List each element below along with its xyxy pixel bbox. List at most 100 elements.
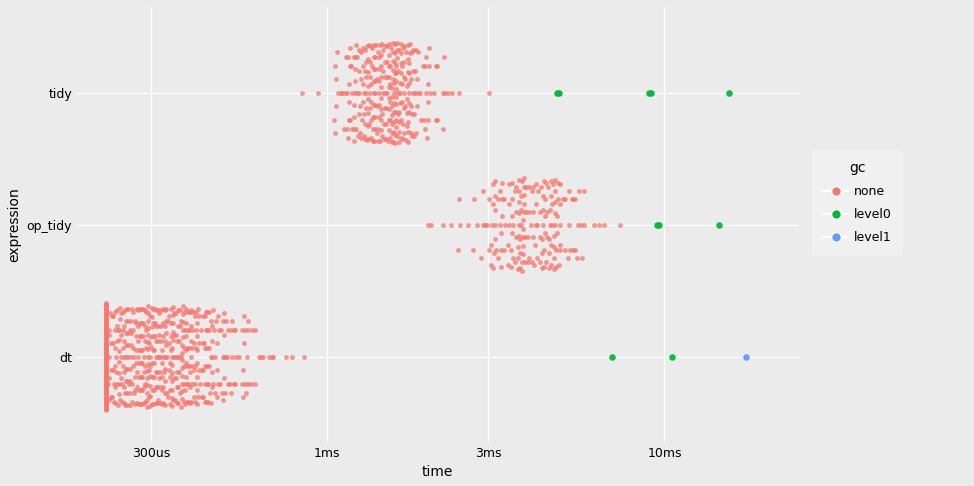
Point: [97, 323, 113, 331]
Point: [356, 89, 372, 97]
Point: [166, 319, 181, 327]
Point: [146, 373, 162, 381]
Point: [404, 132, 420, 140]
Point: [415, 62, 431, 69]
Point: [382, 80, 397, 87]
Point: [516, 174, 532, 182]
Point: [97, 341, 113, 348]
Point: [360, 109, 376, 117]
Point: [372, 41, 388, 49]
Point: [495, 195, 510, 203]
Point: [511, 187, 527, 195]
Point: [109, 337, 125, 345]
Point: [97, 360, 113, 367]
Point: [543, 192, 558, 200]
Point: [98, 301, 114, 309]
Point: [142, 372, 158, 380]
Point: [174, 333, 190, 341]
Point: [176, 362, 192, 369]
Point: [552, 246, 568, 254]
Point: [366, 89, 382, 97]
Point: [354, 134, 369, 141]
Point: [105, 312, 121, 320]
Point: [115, 308, 131, 315]
Point: [121, 305, 136, 312]
Point: [385, 57, 400, 65]
Point: [360, 96, 376, 104]
Point: [388, 131, 403, 139]
Point: [97, 342, 113, 349]
Point: [133, 319, 149, 327]
Point: [97, 357, 113, 365]
Point: [224, 389, 240, 397]
Point: [178, 306, 194, 313]
Point: [327, 129, 343, 137]
Point: [119, 364, 134, 372]
Point: [204, 317, 219, 325]
Point: [506, 187, 522, 195]
Point: [124, 305, 139, 312]
Point: [228, 353, 244, 361]
Point: [208, 317, 224, 325]
Point: [97, 321, 113, 329]
Point: [193, 326, 208, 333]
Point: [344, 125, 359, 133]
Point: [151, 353, 167, 361]
Point: [361, 120, 377, 127]
Point: [97, 308, 113, 315]
Point: [137, 322, 153, 330]
Point: [529, 201, 544, 208]
Point: [294, 89, 310, 97]
Point: [140, 324, 156, 331]
Point: [174, 357, 190, 364]
Point: [350, 132, 365, 140]
Point: [524, 187, 540, 195]
Point: [169, 399, 184, 407]
Point: [541, 264, 556, 272]
Point: [460, 221, 475, 228]
Point: [209, 393, 225, 401]
Point: [515, 250, 531, 258]
Point: [105, 339, 121, 347]
Point: [97, 385, 113, 393]
Point: [384, 121, 399, 128]
Point: [435, 89, 451, 97]
Point: [508, 208, 524, 216]
Point: [168, 396, 183, 404]
Point: [97, 312, 113, 320]
Point: [143, 333, 159, 341]
Point: [356, 44, 371, 52]
Point: [114, 398, 130, 405]
Point: [124, 329, 139, 336]
Point: [189, 386, 205, 394]
Point: [184, 344, 200, 351]
Point: [571, 187, 586, 195]
Point: [166, 396, 181, 404]
Point: [179, 398, 195, 405]
Point: [132, 400, 148, 408]
Point: [217, 389, 233, 397]
Point: [126, 308, 141, 315]
Point: [381, 116, 396, 123]
Point: [367, 101, 383, 108]
Point: [347, 89, 362, 97]
Point: [103, 339, 119, 347]
Point: [156, 368, 171, 376]
Point: [738, 353, 754, 361]
Point: [342, 80, 357, 87]
Point: [170, 368, 186, 376]
Point: [228, 326, 244, 333]
Point: [379, 104, 394, 112]
Point: [165, 378, 180, 385]
Point: [123, 377, 138, 384]
Point: [165, 328, 180, 335]
Point: [253, 353, 269, 361]
Point: [182, 368, 198, 376]
Point: [564, 195, 580, 203]
Point: [222, 380, 238, 387]
Point: [117, 322, 132, 330]
Point: [552, 221, 568, 228]
Point: [97, 335, 113, 343]
Point: [199, 380, 214, 387]
Point: [157, 353, 172, 361]
